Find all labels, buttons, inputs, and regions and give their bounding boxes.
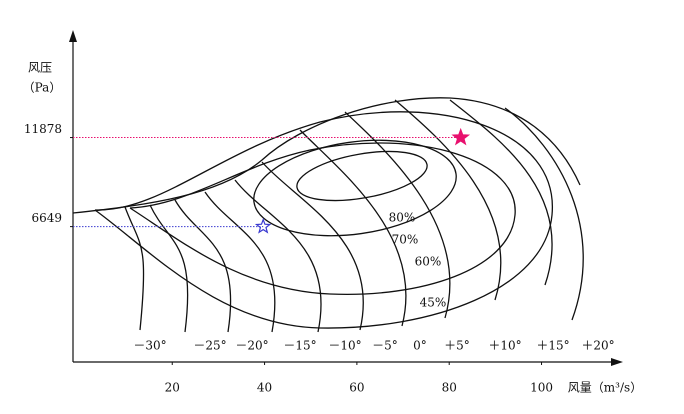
y-tick-label: 11878 bbox=[24, 122, 62, 136]
angle-label: ＋15° bbox=[536, 339, 569, 353]
blade-angle-curve bbox=[261, 161, 364, 331]
efficiency-label: 60% bbox=[415, 255, 442, 269]
angle-label: －25° bbox=[193, 339, 226, 353]
angle-label: －10° bbox=[328, 339, 361, 353]
blade-angle-curve bbox=[204, 191, 276, 333]
x-tick-label: 80 bbox=[442, 381, 457, 395]
y-axis-label: 风压 bbox=[28, 61, 52, 75]
angle-label: －5° bbox=[372, 339, 398, 353]
blade-angle-curve bbox=[174, 199, 232, 333]
blade-angle-curve bbox=[344, 111, 451, 319]
blade-angle-curve bbox=[394, 99, 502, 301]
performance-curves bbox=[72, 97, 581, 329]
efficiency-label: 80% bbox=[389, 211, 416, 225]
angle-label: ＋20° bbox=[581, 339, 614, 353]
blade-angle-curve bbox=[149, 204, 189, 333]
y-axis-unit: （Pa） bbox=[23, 81, 62, 95]
blade-angle-curve bbox=[299, 129, 407, 327]
operating-point bbox=[254, 217, 272, 234]
x-tick-label: 100 bbox=[530, 381, 553, 395]
efficiency-label: 45% bbox=[420, 296, 447, 310]
efficiency-70 bbox=[253, 139, 457, 237]
x-tick-label: 40 bbox=[257, 381, 272, 395]
envelope-top bbox=[72, 97, 581, 214]
y-tick-label: 6649 bbox=[31, 211, 62, 225]
x-tick-label: 20 bbox=[165, 381, 180, 395]
efficiency-60 bbox=[129, 142, 516, 296]
blade-angle-curve bbox=[124, 206, 145, 331]
blade-angle-curve bbox=[504, 107, 584, 321]
efficiency-label: 70% bbox=[392, 233, 419, 247]
x-axis-label: 风量（m³/s） bbox=[568, 381, 642, 395]
angle-label: ＋5° bbox=[444, 339, 470, 353]
operating-point bbox=[451, 127, 471, 146]
x-axis-arrow bbox=[611, 358, 623, 366]
angle-label: －20° bbox=[235, 339, 268, 353]
blade-angle-curve bbox=[234, 179, 322, 333]
axes bbox=[69, 30, 623, 366]
angle-label: －30° bbox=[133, 339, 166, 353]
angle-label: －15° bbox=[283, 339, 316, 353]
blade-angle-curve bbox=[449, 99, 553, 286]
angle-label: 0° bbox=[413, 339, 427, 353]
efficiency-80 bbox=[296, 150, 428, 202]
y-axis-arrow bbox=[69, 30, 77, 42]
angle-label: ＋10° bbox=[488, 339, 521, 353]
efficiency-45 bbox=[94, 111, 553, 329]
x-tick-label: 60 bbox=[349, 381, 364, 395]
